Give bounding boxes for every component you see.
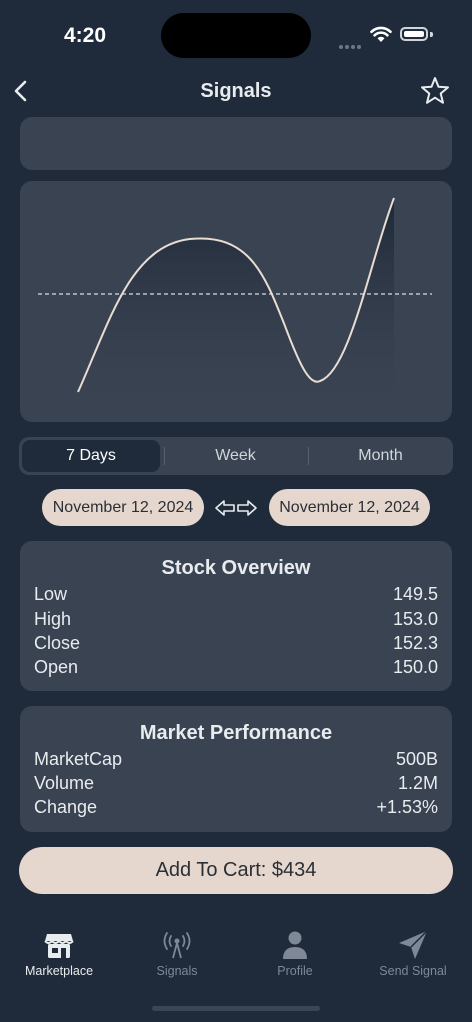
summary-card: [20, 117, 452, 170]
chart-price-line: [77, 197, 395, 393]
favorite-button[interactable]: [418, 74, 452, 108]
paper-plane-icon: [399, 930, 428, 959]
stock-overview-card: Stock Overview Low 149.5 High 153.0 Clos…: [20, 541, 452, 691]
chart-area-fill: [78, 198, 394, 402]
stock-close-label: Close: [34, 633, 81, 653]
tab-bar: Marketplace Signals Profile Send Signal: [0, 920, 472, 1000]
stock-overview-title: Stock Overview: [161, 557, 311, 579]
stock-low-label: Low: [34, 584, 68, 604]
stock-close-value: 152.3: [392, 633, 438, 653]
cellular-signal-icon: [339, 36, 363, 49]
left-right-arrows-icon: [215, 500, 257, 516]
wifi-icon: [370, 26, 392, 42]
change-label: Change: [34, 797, 98, 817]
tab-profile[interactable]: Profile: [236, 920, 354, 990]
stock-open-label: Open: [34, 657, 79, 677]
volume-value: 1.2M: [397, 773, 438, 793]
battery-cap: [430, 32, 433, 37]
tab-marketplace-label: Marketplace: [24, 964, 94, 978]
page-title: Signals: [200, 80, 272, 102]
range-option-7-days[interactable]: 7 Days: [22, 440, 160, 472]
stock-low-value: 149.5: [392, 584, 438, 604]
range-option-month[interactable]: Month: [358, 447, 403, 464]
storefront-icon: [44, 934, 74, 958]
tab-profile-label: Profile: [277, 964, 313, 978]
change-value: +1.53%: [376, 797, 438, 817]
stock-open-value: 150.0: [392, 657, 438, 677]
stock-high-value: 153.0: [392, 609, 438, 629]
home-indicator[interactable]: [152, 1006, 320, 1011]
tab-signals-label: Signals: [156, 964, 198, 978]
status-bar: 4:20: [0, 0, 472, 70]
status-time: 4:20: [64, 24, 107, 47]
stock-high-label: High: [34, 609, 72, 629]
tab-send-signal[interactable]: Send Signal: [354, 920, 472, 990]
market-performance-title: Market Performance: [139, 722, 333, 744]
end-date-picker[interactable]: November 12, 2024: [269, 489, 430, 526]
market-cap-label: MarketCap: [34, 749, 123, 769]
market-cap-value: 500B: [395, 749, 438, 769]
tab-send-signal-label: Send Signal: [379, 964, 447, 978]
range-option-week[interactable]: Week: [215, 447, 256, 464]
segment-divider: [308, 447, 309, 465]
dynamic-island: [161, 13, 311, 58]
person-icon: [283, 931, 307, 959]
tab-marketplace[interactable]: Marketplace: [0, 920, 118, 990]
market-performance-card: Market Performance MarketCap 500B Volume…: [20, 706, 452, 832]
segment-divider: [164, 447, 165, 465]
price-chart: [20, 181, 452, 422]
add-to-cart-button[interactable]: Add To Cart: $434: [19, 847, 453, 894]
battery-icon: [400, 27, 428, 41]
tab-signals[interactable]: Signals: [118, 920, 236, 990]
price-chart-svg: [38, 197, 432, 402]
range-selector: 7 Days Week Month: [19, 437, 453, 475]
antenna-icon: [163, 932, 191, 959]
volume-label: Volume: [34, 773, 95, 793]
start-date-picker[interactable]: November 12, 2024: [42, 489, 204, 526]
back-button[interactable]: [8, 76, 38, 106]
nav-header: Signals: [0, 72, 472, 112]
